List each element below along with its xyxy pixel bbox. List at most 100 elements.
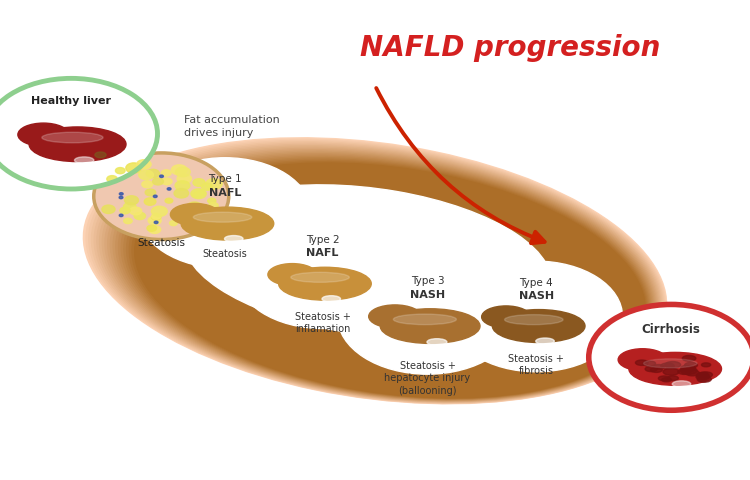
- Ellipse shape: [268, 264, 316, 286]
- Circle shape: [94, 154, 229, 240]
- Ellipse shape: [662, 378, 671, 382]
- Circle shape: [338, 259, 518, 374]
- Circle shape: [194, 207, 209, 216]
- Text: NAFL: NAFL: [209, 188, 242, 197]
- Circle shape: [120, 208, 130, 215]
- Circle shape: [134, 213, 146, 220]
- Ellipse shape: [18, 124, 69, 147]
- Text: Cirrhosis: Cirrhosis: [642, 322, 700, 335]
- Circle shape: [194, 217, 204, 223]
- Text: Type 2: Type 2: [306, 234, 339, 244]
- Ellipse shape: [650, 368, 662, 372]
- Ellipse shape: [94, 144, 662, 403]
- Ellipse shape: [105, 149, 658, 401]
- Ellipse shape: [127, 160, 649, 399]
- Circle shape: [175, 181, 190, 191]
- Circle shape: [208, 199, 216, 204]
- Ellipse shape: [650, 358, 677, 371]
- Ellipse shape: [680, 367, 698, 374]
- Text: Type 1: Type 1: [209, 174, 242, 184]
- Ellipse shape: [505, 315, 563, 325]
- Ellipse shape: [122, 157, 651, 399]
- Ellipse shape: [696, 372, 709, 378]
- Ellipse shape: [663, 369, 680, 375]
- Circle shape: [146, 190, 156, 196]
- Text: Steatosis +
hepatocyte injury
(ballooning): Steatosis + hepatocyte injury (balloonin…: [385, 360, 470, 395]
- Ellipse shape: [132, 162, 646, 398]
- Circle shape: [195, 216, 211, 227]
- Circle shape: [124, 203, 136, 211]
- Ellipse shape: [129, 161, 647, 398]
- Ellipse shape: [628, 353, 722, 385]
- Circle shape: [152, 179, 164, 186]
- Circle shape: [147, 226, 157, 232]
- Ellipse shape: [224, 236, 243, 242]
- Ellipse shape: [682, 356, 696, 361]
- Circle shape: [119, 197, 123, 199]
- Circle shape: [206, 180, 222, 190]
- Circle shape: [160, 176, 164, 178]
- Ellipse shape: [52, 133, 80, 147]
- Ellipse shape: [184, 185, 551, 338]
- Circle shape: [119, 193, 123, 196]
- Circle shape: [200, 212, 216, 223]
- Text: Steatosis: Steatosis: [137, 238, 185, 248]
- Ellipse shape: [170, 204, 219, 226]
- Circle shape: [191, 190, 206, 199]
- Circle shape: [174, 189, 189, 199]
- Circle shape: [165, 199, 172, 204]
- Ellipse shape: [291, 273, 350, 283]
- Ellipse shape: [514, 315, 541, 328]
- Circle shape: [161, 170, 171, 177]
- Ellipse shape: [88, 141, 664, 403]
- Ellipse shape: [202, 213, 229, 226]
- Text: NASH: NASH: [519, 291, 554, 300]
- Ellipse shape: [194, 213, 252, 223]
- Circle shape: [142, 181, 153, 188]
- Ellipse shape: [380, 309, 480, 344]
- Ellipse shape: [686, 370, 699, 376]
- Circle shape: [148, 226, 160, 234]
- Circle shape: [181, 219, 192, 226]
- Ellipse shape: [661, 363, 674, 369]
- Circle shape: [209, 203, 218, 209]
- Ellipse shape: [29, 128, 126, 162]
- Circle shape: [176, 168, 190, 177]
- Circle shape: [124, 219, 132, 224]
- Ellipse shape: [300, 273, 327, 286]
- Ellipse shape: [393, 314, 456, 325]
- Ellipse shape: [404, 315, 433, 328]
- Text: Steatosis +
fibrosis: Steatosis + fibrosis: [509, 353, 564, 375]
- Circle shape: [106, 176, 117, 183]
- Circle shape: [202, 184, 213, 191]
- Circle shape: [172, 166, 187, 176]
- Text: NASH: NASH: [410, 289, 445, 299]
- Ellipse shape: [135, 164, 645, 398]
- Text: NAFLD progression: NAFLD progression: [360, 34, 660, 62]
- Circle shape: [193, 180, 205, 187]
- Text: Steatosis: Steatosis: [202, 248, 248, 258]
- Circle shape: [187, 203, 202, 212]
- Ellipse shape: [369, 305, 422, 328]
- Circle shape: [130, 208, 142, 216]
- Text: Fat accumulation
drives injury: Fat accumulation drives injury: [184, 115, 280, 138]
- Circle shape: [193, 192, 202, 198]
- Circle shape: [116, 168, 125, 174]
- Ellipse shape: [427, 339, 447, 346]
- Ellipse shape: [645, 367, 657, 372]
- Circle shape: [167, 188, 171, 191]
- Circle shape: [236, 218, 409, 329]
- Circle shape: [177, 175, 191, 184]
- Ellipse shape: [672, 381, 691, 387]
- Ellipse shape: [102, 148, 658, 402]
- Circle shape: [126, 164, 142, 174]
- Ellipse shape: [97, 145, 661, 402]
- Ellipse shape: [110, 152, 656, 401]
- Ellipse shape: [678, 369, 691, 375]
- Circle shape: [152, 207, 167, 217]
- Circle shape: [196, 191, 204, 196]
- Ellipse shape: [482, 306, 530, 328]
- Ellipse shape: [42, 133, 103, 144]
- Circle shape: [192, 208, 201, 214]
- Text: Type 4: Type 4: [520, 277, 553, 287]
